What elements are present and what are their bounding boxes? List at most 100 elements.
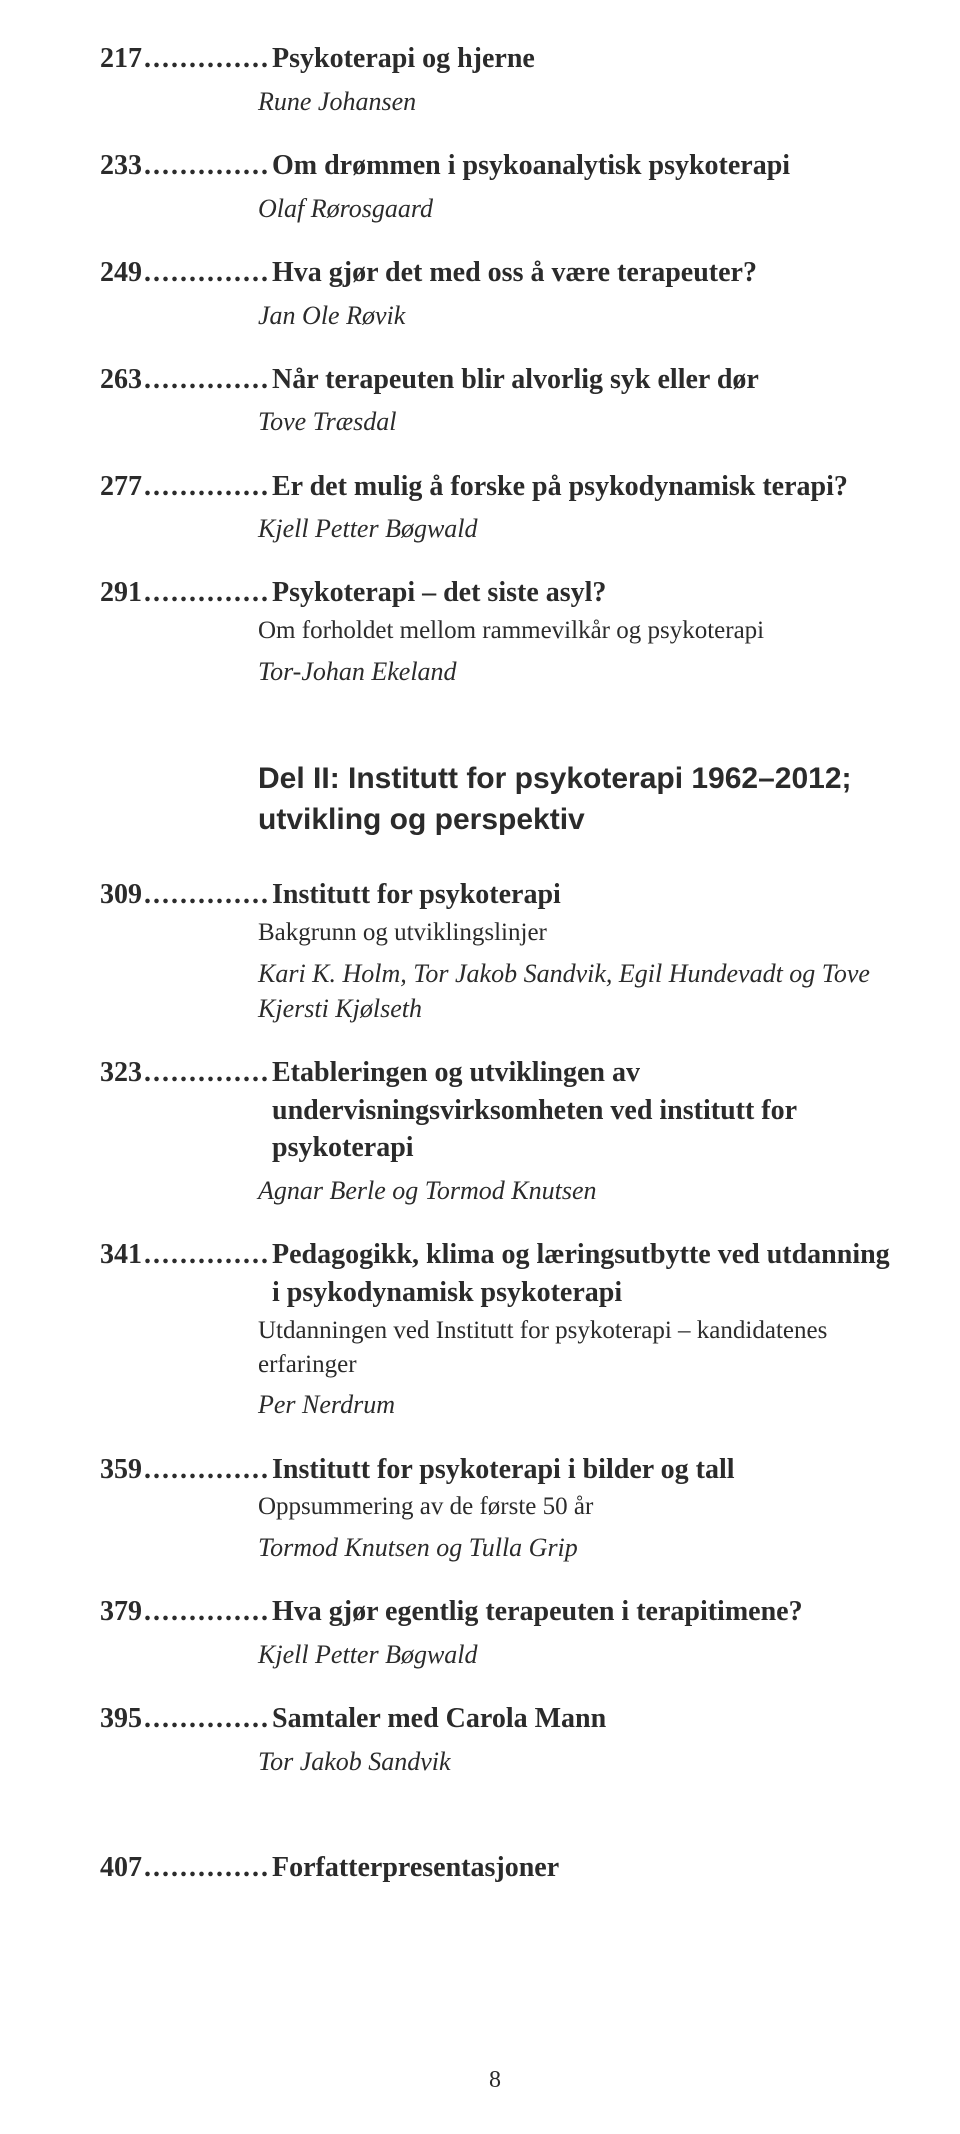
- toc-title-wrap: Institutt for psykoterapi i bilder og ta…: [272, 1451, 735, 1489]
- toc-indent-block: Rune Johansen: [100, 84, 890, 119]
- toc-entry: 309..............Institutt for psykotera…: [100, 876, 890, 1026]
- toc-group-c: 407..............Forfatterpresentasjoner: [100, 1849, 890, 1887]
- toc-page-number: 341: [100, 1239, 142, 1271]
- toc-page-number: 217: [100, 43, 142, 75]
- toc-title-wrap: Psykoterapi og hjerne: [272, 40, 535, 78]
- toc-entry: 395..............Samtaler med Carola Man…: [100, 1700, 890, 1779]
- toc-page-number: 309: [100, 879, 142, 911]
- toc-title: Hva gjør egentlig terapeuten i terapitim…: [272, 1593, 803, 1631]
- toc-title-wrap: Institutt for psykoterapi: [272, 876, 561, 914]
- toc-leader-dots: ..............: [142, 1852, 272, 1884]
- toc-title-wrap: Om drømmen i psykoanalytisk psykoterapi: [272, 147, 790, 185]
- toc-indent-block: Tove Træsdal: [100, 404, 890, 439]
- toc-leader-dots: ..............: [142, 1596, 272, 1628]
- toc-leader-dots: ..............: [142, 257, 272, 289]
- toc-entry-line: 277..............Er det mulig å forske p…: [100, 468, 890, 506]
- toc-author: Tor Jakob Sandvik: [258, 1744, 890, 1779]
- toc-indent-block: Jan Ole Røvik: [100, 298, 890, 333]
- toc-entry: 379..............Hva gjør egentlig terap…: [100, 1593, 890, 1672]
- toc-page-number: 323: [100, 1057, 142, 1089]
- toc-title-wrap: Hva gjør egentlig terapeuten i terapitim…: [272, 1593, 803, 1631]
- toc-page-number: 263: [100, 364, 142, 396]
- toc-indent-block: Oppsummering av de første 50 år Tormod Kn…: [100, 1490, 890, 1565]
- toc-author: Tor-Johan Ekeland: [258, 654, 890, 689]
- toc-entry-line: 217..............Psykoterapi og hjerne: [100, 40, 890, 78]
- toc-author: Per Nerdrum: [258, 1387, 890, 1422]
- toc-entry: 407..............Forfatterpresentasjoner: [100, 1849, 890, 1887]
- toc-indent-block: Tor Jakob Sandvik: [100, 1744, 890, 1779]
- toc-title: Samtaler med Carola Mann: [272, 1700, 606, 1738]
- toc-page-number: 359: [100, 1454, 142, 1486]
- toc-leader-dots: ..............: [142, 43, 272, 75]
- toc-entry-line: 233..............Om drømmen i psykoanaly…: [100, 147, 890, 185]
- toc-title-wrap: Hva gjør det med oss å være terapeuter?: [272, 254, 757, 292]
- page-number-footer: 8: [100, 2067, 890, 2094]
- toc-entry: 323..............Etableringen og utvikli…: [100, 1054, 890, 1208]
- toc-title: Pedagogikk, klima og læringsutbytte ved …: [272, 1236, 890, 1312]
- toc-title: Når terapeuten blir alvorlig syk eller d…: [272, 361, 759, 399]
- toc-title: Er det mulig å forske på psykodynamisk t…: [272, 468, 848, 506]
- toc-page-number: 249: [100, 257, 142, 289]
- toc-title-wrap: Samtaler med Carola Mann: [272, 1700, 606, 1738]
- toc-indent-block: Om forholdet mellom rammevilkår og psyko…: [100, 614, 890, 689]
- toc-title: Institutt for psykoterapi: [272, 876, 561, 914]
- toc-author: Olaf Rørosgaard: [258, 191, 890, 226]
- toc-title: Etableringen og utviklingen av undervisn…: [272, 1054, 890, 1167]
- toc-page-number: 233: [100, 150, 142, 182]
- toc-author: Agnar Berle og Tormod Knutsen: [258, 1173, 890, 1208]
- toc-entry: 233..............Om drømmen i psykoanaly…: [100, 147, 890, 226]
- toc-title: Forfatterpresentasjoner: [272, 1849, 559, 1887]
- toc-indent-block: Agnar Berle og Tormod Knutsen: [100, 1173, 890, 1208]
- section-heading: Del II: Institutt for psykoterapi 1962–2…: [100, 759, 890, 840]
- toc-group-b: 309..............Institutt for psykotera…: [100, 876, 890, 1779]
- toc-leader-dots: ..............: [142, 879, 272, 911]
- toc-entry: 249..............Hva gjør det med oss å …: [100, 254, 890, 333]
- toc-entry-line: 379..............Hva gjør egentlig terap…: [100, 1593, 890, 1631]
- toc-title: Om drømmen i psykoanalytisk psykoterapi: [272, 147, 790, 185]
- toc-title: Institutt for psykoterapi i bilder og ta…: [272, 1451, 735, 1489]
- toc-author: Kjell Petter Bøgwald: [258, 1637, 890, 1672]
- toc-title-wrap: Etableringen og utviklingen av undervisn…: [272, 1054, 890, 1167]
- toc-title-wrap: Når terapeuten blir alvorlig syk eller d…: [272, 361, 759, 399]
- toc-subtitle: Utdanningen ved Institutt for psykoterap…: [258, 1314, 890, 1382]
- toc-entry-line: 249..............Hva gjør det med oss å …: [100, 254, 890, 292]
- toc-entry-line: 291..............Psykoterapi – det siste…: [100, 574, 890, 612]
- toc-subtitle: Om forholdet mellom rammevilkår og psyko…: [258, 614, 890, 648]
- toc-entry: 359..............Institutt for psykotera…: [100, 1451, 890, 1566]
- toc-entry-line: 323..............Etableringen og utvikli…: [100, 1054, 890, 1167]
- toc-entry: 217..............Psykoterapi og hjerne Ru…: [100, 40, 890, 119]
- toc-indent-block: Olaf Rørosgaard: [100, 191, 890, 226]
- toc-entry-line: 407..............Forfatterpresentasjoner: [100, 1849, 890, 1887]
- toc-leader-dots: ..............: [142, 364, 272, 396]
- toc-leader-dots: ..............: [142, 1703, 272, 1735]
- toc-group-a: 217..............Psykoterapi og hjerneRu…: [100, 40, 890, 689]
- toc-author: Tormod Knutsen og Tulla Grip: [258, 1530, 890, 1565]
- toc-page-number: 291: [100, 577, 142, 609]
- toc-leader-dots: ..............: [142, 150, 272, 182]
- toc-indent-block: Kjell Petter Bøgwald: [100, 1637, 890, 1672]
- toc-author: Kjell Petter Bøgwald: [258, 511, 890, 546]
- toc-subtitle: Oppsummering av de første 50 år: [258, 1490, 890, 1524]
- toc-leader-dots: ..............: [142, 1057, 272, 1089]
- toc-title: Psykoterapi og hjerne: [272, 40, 535, 78]
- toc-author: Kari K. Holm, Tor Jakob Sandvik, Egil Hu…: [258, 956, 890, 1026]
- toc-title: Hva gjør det med oss å være terapeuter?: [272, 254, 757, 292]
- toc-author: Tove Træsdal: [258, 404, 890, 439]
- toc-title: Psykoterapi – det siste asyl?: [272, 574, 606, 612]
- toc-entry: 341..............Pedagogikk, klima og læ…: [100, 1236, 890, 1422]
- toc-entry-line: 395..............Samtaler med Carola Man…: [100, 1700, 890, 1738]
- toc-page-number: 407: [100, 1852, 142, 1884]
- toc-entry: 263..............Når terapeuten blir alv…: [100, 361, 890, 440]
- toc-leader-dots: ..............: [142, 1239, 272, 1271]
- toc-indent-block: Bakgrunn og utviklingslinjerKari K. Holm…: [100, 916, 890, 1026]
- toc-leader-dots: ..............: [142, 1454, 272, 1486]
- toc-indent-block: Kjell Petter Bøgwald: [100, 511, 890, 546]
- toc-leader-dots: ..............: [142, 471, 272, 503]
- toc-author: Jan Ole Røvik: [258, 298, 890, 333]
- toc-entry-line: 359..............Institutt for psykotera…: [100, 1451, 890, 1489]
- toc-entry: 277..............Er det mulig å forske p…: [100, 468, 890, 547]
- toc-page-number: 395: [100, 1703, 142, 1735]
- toc-indent-block: Utdanningen ved Institutt for psykoterap…: [100, 1314, 890, 1423]
- toc-title-wrap: Pedagogikk, klima og læringsutbytte ved …: [272, 1236, 890, 1312]
- toc-entry: 291..............Psykoterapi – det siste…: [100, 574, 890, 689]
